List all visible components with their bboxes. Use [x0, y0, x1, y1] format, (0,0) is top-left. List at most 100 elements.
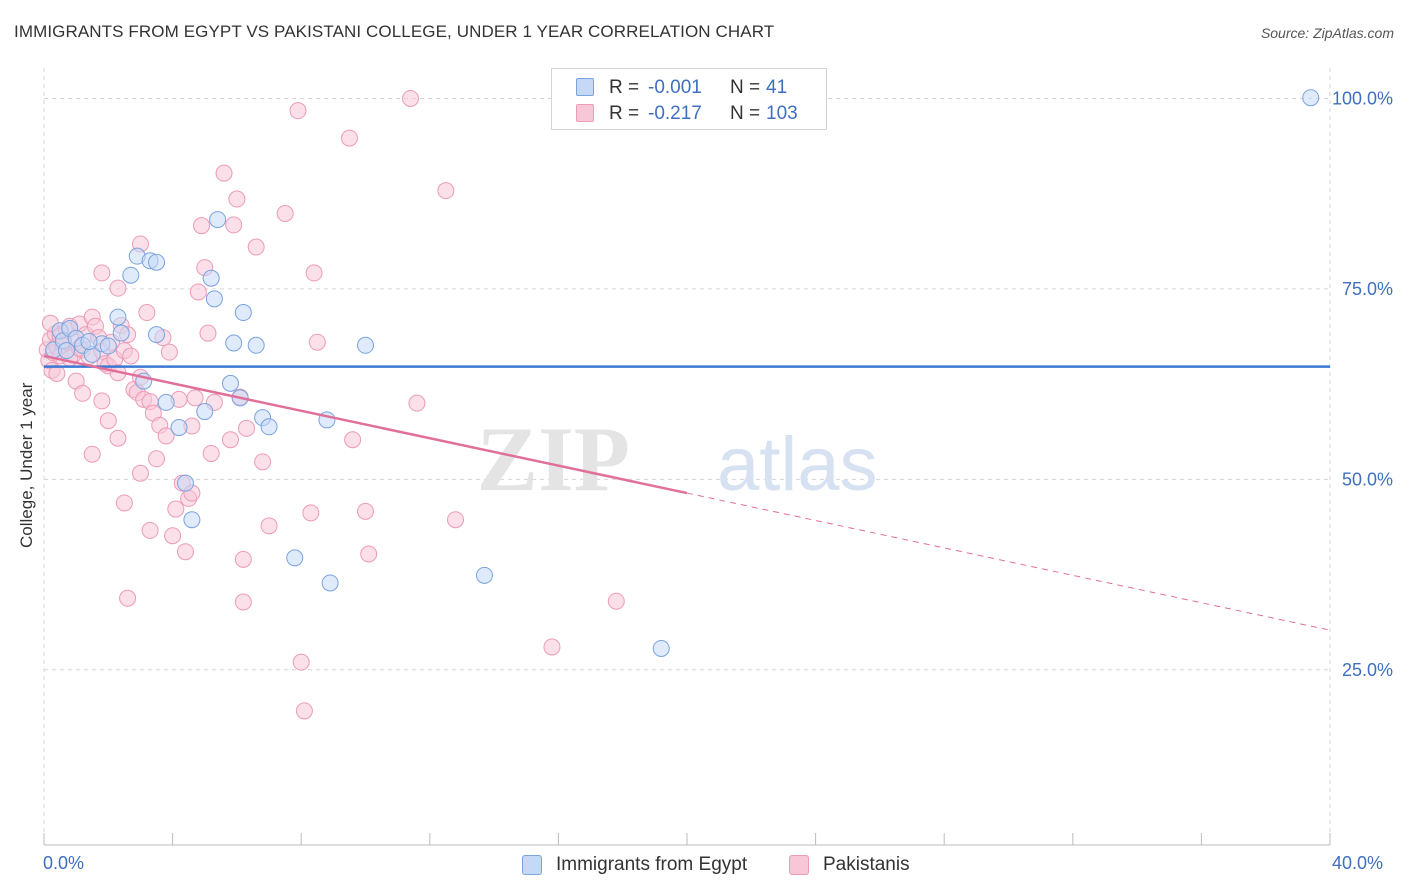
- pakistanis-point: [109, 429, 127, 447]
- egypt-point: [148, 326, 166, 344]
- n-value: 103: [766, 103, 798, 124]
- pakistanis-point: [167, 500, 185, 518]
- y-tick-labels: 25.0% 50.0% 75.0% 100.0%: [1332, 88, 1393, 679]
- trend-lines: [43, 354, 1331, 631]
- egypt-swatch: [576, 78, 594, 96]
- pakistanis-point: [160, 343, 178, 361]
- n-label: N =: [730, 103, 761, 124]
- pakistanis-point: [131, 464, 149, 482]
- pakistanis-legend-swatch: [789, 855, 809, 875]
- pakistanis-point: [176, 543, 194, 561]
- pakistanis-trend-line: [43, 354, 688, 495]
- pakistanis-point: [302, 504, 320, 522]
- source-label: Source: ZipAtlas.com: [1260, 25, 1394, 41]
- pakistanis-point: [164, 527, 182, 545]
- egypt-point: [652, 639, 670, 657]
- egypt-point: [202, 269, 220, 287]
- pakistanis-point: [247, 238, 265, 256]
- egypt-point: [183, 511, 201, 529]
- y-tick-label-25: 25.0%: [1342, 660, 1393, 680]
- pakistanis-point: [360, 545, 378, 563]
- series-legend: Immigrants from Egypt Pakistanis: [0, 850, 1406, 880]
- pakistanis-point: [344, 431, 362, 449]
- pakistanis-point: [292, 653, 310, 671]
- egypt-point: [205, 290, 223, 308]
- pakistanis-point: [199, 324, 217, 342]
- egypt-point: [99, 337, 117, 355]
- egypt-point: [357, 336, 374, 354]
- egypt-point: [109, 308, 127, 326]
- egypt-point: [122, 266, 140, 284]
- pakistanis-point: [186, 389, 204, 407]
- pakistanis-point: [225, 216, 243, 234]
- egypt-point: [1302, 89, 1320, 107]
- pakistanis-point: [543, 638, 561, 656]
- egypt-point: [58, 342, 76, 360]
- pakistanis-point: [74, 384, 92, 402]
- pakistanis-point: [109, 279, 127, 297]
- pakistanis-point: [93, 392, 111, 410]
- pakistanis-point: [357, 502, 374, 520]
- egypt-point: [225, 334, 243, 352]
- pakistanis-point: [238, 419, 256, 437]
- pakistanis-points: [38, 89, 625, 720]
- pakistanis-point: [122, 347, 140, 365]
- egypt-point: [475, 566, 493, 584]
- n-label: N =: [730, 77, 761, 98]
- pakistanis-point: [234, 593, 252, 611]
- r-label: R =: [609, 103, 640, 124]
- egypt-point: [112, 324, 130, 342]
- pakistanis-point: [138, 304, 156, 322]
- pakistanis-point: [148, 450, 166, 468]
- pakistanis-point: [193, 217, 211, 235]
- pakistanis-point: [276, 204, 294, 222]
- egypt-point: [286, 549, 304, 567]
- chart-title: IMMIGRANTS FROM EGYPT VS PAKISTANI COLLE…: [14, 22, 775, 41]
- watermark-zip: ZIP: [477, 408, 630, 510]
- stats-row-pakistanis: R = -0.217 N = 103: [552, 100, 826, 126]
- pakistanis-point: [189, 283, 207, 301]
- y-tick-label-75: 75.0%: [1342, 279, 1393, 299]
- pakistanis-swatch: [576, 104, 594, 122]
- pakistanis-point: [119, 589, 137, 607]
- pakistanis-trend-extension: [686, 492, 1331, 631]
- egypt-point: [157, 393, 175, 411]
- x-tick-max: 40.0%: [1332, 853, 1384, 873]
- egypt-point: [234, 304, 252, 322]
- stats-legend: R = -0.001 N = 41 R = -0.217 N = 103: [551, 68, 827, 130]
- egypt-point: [260, 418, 278, 436]
- pakistanis-point: [607, 592, 625, 610]
- egypt-point: [196, 403, 214, 421]
- pakistanis-point: [260, 517, 278, 535]
- egypt-point: [176, 474, 194, 492]
- pakistanis-point: [228, 190, 246, 208]
- egypt-point: [209, 211, 227, 229]
- pakistanis-point: [93, 264, 111, 282]
- pakistanis-point: [437, 182, 455, 200]
- pakistanis-point: [402, 89, 420, 107]
- egypt-point: [80, 332, 98, 350]
- egypt-point: [170, 419, 188, 437]
- pakistanis-point: [48, 364, 66, 382]
- pakistanis-point: [157, 427, 175, 445]
- grid: [43, 68, 1331, 845]
- pakistanis-point: [141, 521, 159, 539]
- x-tick-min: 0.0%: [43, 853, 85, 873]
- axes: [43, 833, 1331, 846]
- n-value: 41: [766, 77, 788, 98]
- r-value: -0.001: [648, 77, 702, 98]
- pakistanis-point: [447, 511, 465, 529]
- r-value: -0.217: [648, 103, 702, 124]
- egypt-point: [321, 574, 339, 592]
- watermark-atlas: atlas: [717, 422, 878, 507]
- pakistanis-point: [83, 445, 101, 463]
- pakistanis-point: [215, 164, 233, 182]
- pakistanis-point: [234, 550, 252, 568]
- y-axis-label: College, Under 1 year: [17, 382, 36, 548]
- pakistanis-point: [289, 102, 307, 120]
- egypt-points: [45, 89, 1320, 657]
- pakistanis-point: [340, 129, 358, 147]
- egypt-legend-swatch: [522, 855, 542, 875]
- stats-row-egypt: R = -0.001 N = 41: [552, 74, 826, 100]
